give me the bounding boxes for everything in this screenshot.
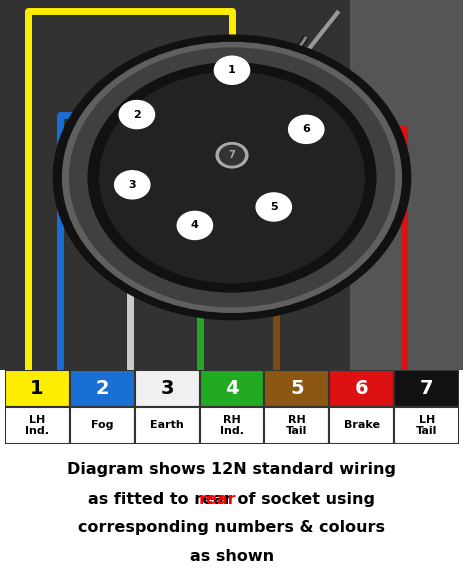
Text: RH
Tail: RH Tail bbox=[286, 415, 307, 436]
Circle shape bbox=[63, 42, 400, 312]
Circle shape bbox=[119, 100, 154, 128]
Text: rear: rear bbox=[198, 492, 236, 507]
Circle shape bbox=[69, 48, 394, 307]
Bar bbox=[264, 407, 329, 444]
Circle shape bbox=[256, 193, 291, 221]
Bar bbox=[199, 407, 264, 444]
Circle shape bbox=[216, 143, 247, 168]
Circle shape bbox=[53, 35, 410, 320]
Text: LH
Tail: LH Tail bbox=[415, 415, 437, 436]
Text: Diagram shows 12N standard wiring: Diagram shows 12N standard wiring bbox=[67, 462, 396, 477]
Text: as fitted to rear of socket using: as fitted to rear of socket using bbox=[88, 492, 375, 507]
Bar bbox=[394, 407, 458, 444]
Circle shape bbox=[100, 72, 363, 282]
Bar bbox=[394, 370, 458, 407]
Text: 2: 2 bbox=[133, 109, 140, 120]
Text: 1: 1 bbox=[228, 65, 235, 75]
Text: as shown: as shown bbox=[189, 549, 274, 564]
Text: 6: 6 bbox=[302, 124, 309, 134]
Bar bbox=[69, 407, 134, 444]
Bar bbox=[134, 370, 199, 407]
Bar bbox=[199, 370, 264, 407]
Circle shape bbox=[288, 115, 323, 143]
Bar bbox=[329, 370, 394, 407]
Circle shape bbox=[177, 211, 212, 240]
Text: 6: 6 bbox=[354, 379, 368, 398]
Text: Brake: Brake bbox=[343, 421, 379, 430]
Text: Fog: Fog bbox=[91, 421, 113, 430]
Text: as fitted to rear of socket using: as fitted to rear of socket using bbox=[88, 492, 375, 507]
Text: RH
Ind.: RH Ind. bbox=[219, 415, 244, 436]
Bar bbox=[134, 407, 199, 444]
Bar bbox=[69, 370, 134, 407]
Text: Earth: Earth bbox=[150, 421, 183, 430]
Text: 7: 7 bbox=[419, 379, 433, 398]
Text: 3: 3 bbox=[128, 180, 136, 190]
Text: 4: 4 bbox=[225, 379, 238, 398]
Text: 3: 3 bbox=[160, 379, 174, 398]
Circle shape bbox=[88, 63, 375, 292]
Bar bbox=[5, 407, 69, 444]
Bar bbox=[329, 407, 394, 444]
Text: corresponding numbers & colours: corresponding numbers & colours bbox=[78, 520, 385, 535]
Circle shape bbox=[114, 171, 150, 199]
Bar bbox=[5, 370, 69, 407]
Text: 5: 5 bbox=[289, 379, 303, 398]
Bar bbox=[350, 0, 463, 370]
Text: 5: 5 bbox=[269, 202, 277, 212]
Text: 7: 7 bbox=[228, 150, 235, 160]
Text: 4: 4 bbox=[191, 221, 198, 230]
Text: LH
Ind.: LH Ind. bbox=[25, 415, 49, 436]
Text: 2: 2 bbox=[95, 379, 109, 398]
Circle shape bbox=[219, 146, 244, 165]
Text: 1: 1 bbox=[30, 379, 44, 398]
Text: as fitted to rear of socket using: as fitted to rear of socket using bbox=[88, 492, 375, 507]
Circle shape bbox=[214, 56, 249, 84]
Bar bbox=[264, 370, 329, 407]
